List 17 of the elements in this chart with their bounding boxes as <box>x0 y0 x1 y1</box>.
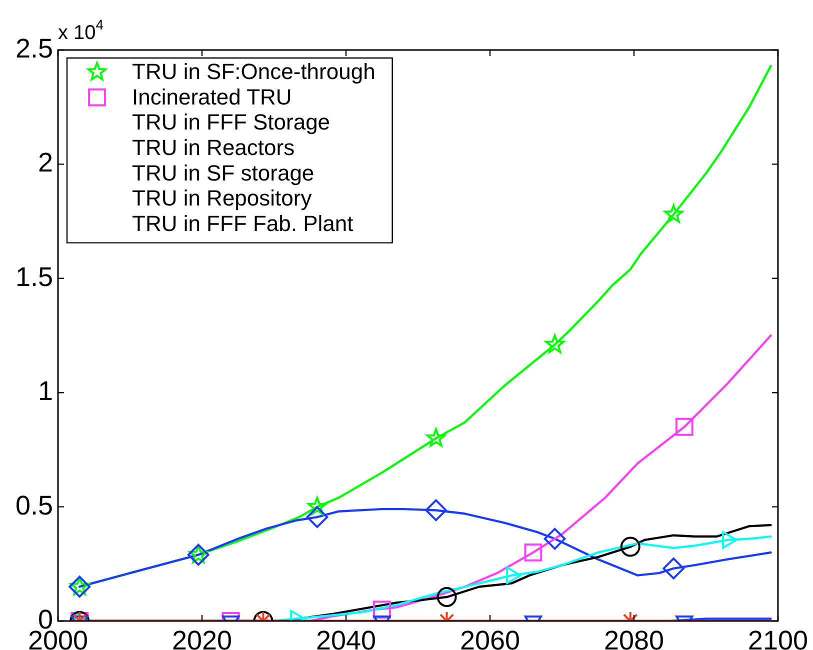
legend-label: TRU in SF:Once-through <box>132 59 376 84</box>
x-tick-label: 2060 <box>460 626 520 650</box>
annotation: TRU in SF storage <box>132 160 314 186</box>
x-tick-label: 2040 <box>316 626 376 650</box>
annotation: TRU in Repository <box>132 186 312 211</box>
annotation: TRU in FFF Fab. Plant <box>132 210 354 236</box>
x-tick-label: 2080 <box>604 626 664 650</box>
y-tick-label: 2 <box>38 148 53 178</box>
x-tick-label: 2020 <box>172 626 232 650</box>
y-tick-label: 0.5 <box>15 490 53 520</box>
annotation: TRU in FFF Storage <box>132 110 330 135</box>
y-tick-label: 1.5 <box>15 262 53 292</box>
y-tick-label: 2.5 <box>15 33 53 64</box>
legend-label: Incinerated TRU <box>132 84 292 110</box>
y-tick-label: 1 <box>38 376 53 406</box>
x-tick-label: 2100 <box>748 626 808 650</box>
annotation: TRU in Reactors <box>132 134 295 160</box>
